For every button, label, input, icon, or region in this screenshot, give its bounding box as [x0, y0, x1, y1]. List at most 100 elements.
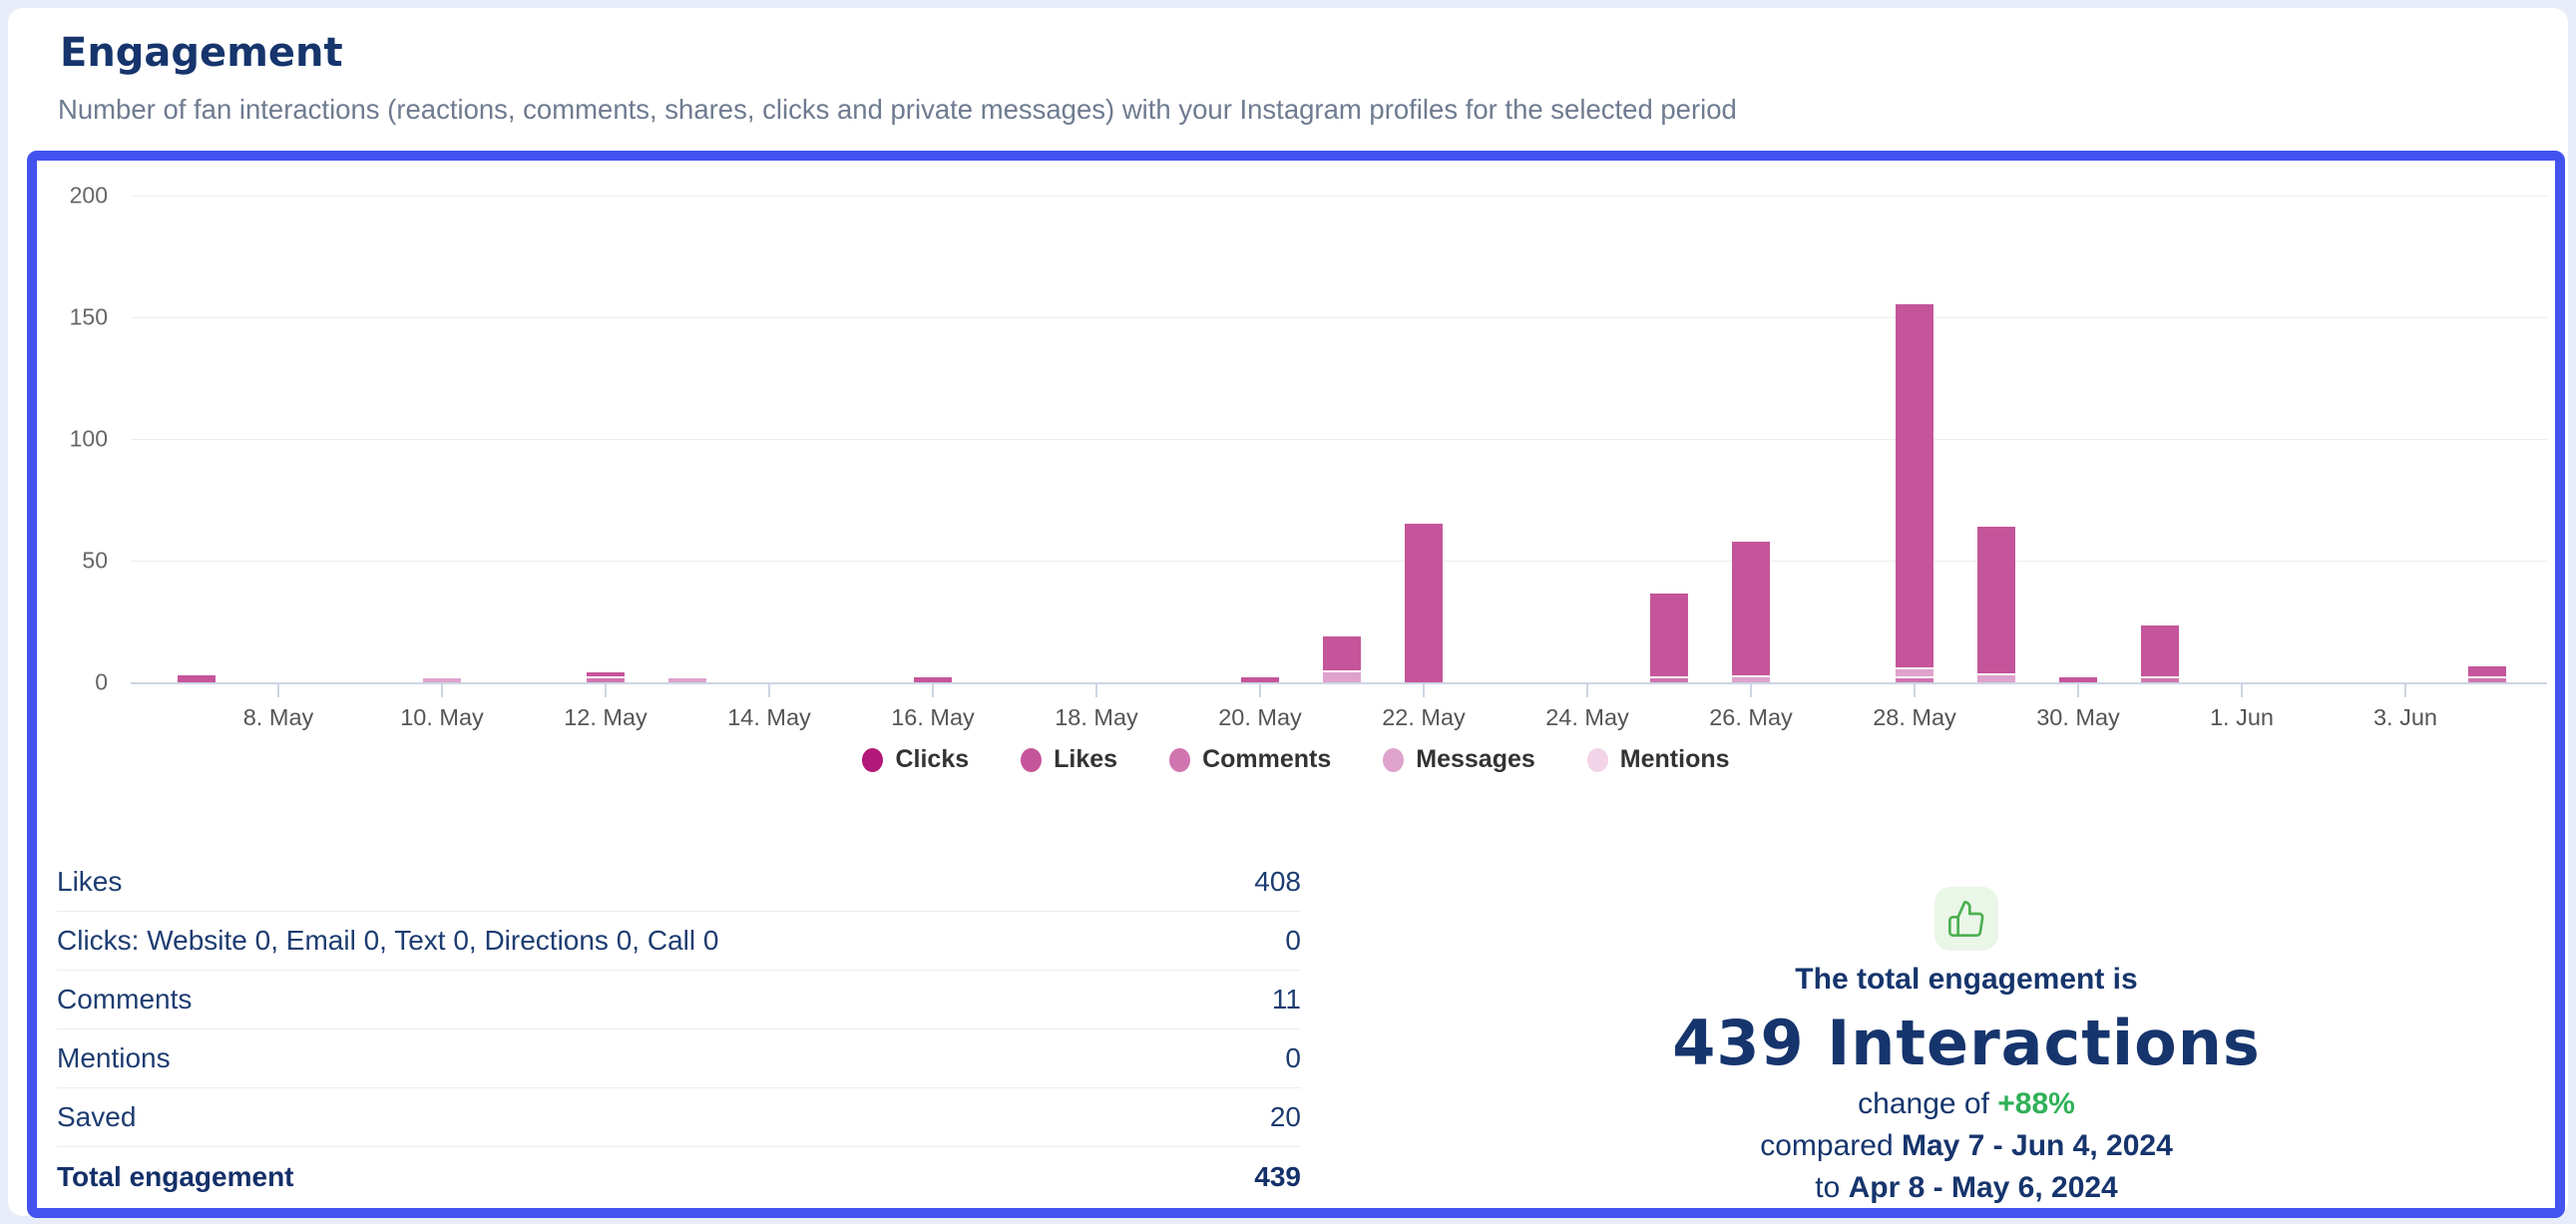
stat-value: 20 — [1269, 1101, 1301, 1132]
bar-16--May[interactable] — [914, 677, 952, 682]
stat-value: 11 — [1271, 984, 1301, 1015]
stat-label: Mentions — [57, 1042, 171, 1073]
legend-item-comments[interactable]: Comments — [1169, 745, 1331, 774]
bar-20--May[interactable] — [1241, 677, 1279, 682]
x-tick-20--May — [1259, 682, 1261, 697]
bar-segment-likes — [1241, 677, 1279, 682]
legend-label-likes: Likes — [1054, 745, 1118, 773]
bar-25--May[interactable] — [1650, 594, 1688, 682]
stat-value: 439 — [1254, 1160, 1301, 1192]
bar-30--May[interactable] — [2059, 677, 2097, 682]
stat-label: Comments — [57, 984, 193, 1015]
bar-4--Jun[interactable] — [2468, 666, 2506, 682]
bar-segment-likes — [1323, 636, 1361, 671]
x-tick-30--May — [2077, 682, 2079, 697]
x-tick-label: 30. May — [2036, 704, 2120, 730]
x-tick-label: 14. May — [727, 704, 811, 730]
bar-segment-likes — [1896, 304, 1933, 667]
bar-segment-likes — [2059, 677, 2097, 682]
table-row: Likes 408 — [57, 853, 1301, 912]
x-tick-18--May — [1095, 682, 1097, 697]
bar-10--May[interactable] — [423, 678, 461, 682]
x-tick-label: 24. May — [1545, 704, 1629, 730]
likes-legend-dot — [1021, 747, 1043, 772]
x-tick-label: 28. May — [1873, 704, 1956, 730]
current-period: May 7 - Jun 4, 2024 — [1901, 1129, 2173, 1162]
bar-segment-messages — [668, 678, 706, 682]
stat-label: Total engagement — [57, 1160, 294, 1192]
x-tick-28--May — [1914, 682, 1916, 697]
bar-21--May[interactable] — [1323, 636, 1361, 682]
bar-28--May[interactable] — [1896, 304, 1933, 682]
bar-segment-comments — [1896, 678, 1933, 682]
bar-26--May[interactable] — [1732, 541, 1770, 682]
legend-item-mentions[interactable]: Mentions — [1586, 745, 1730, 774]
legend-label-mentions: Mentions — [1619, 745, 1730, 773]
x-tick-12--May — [605, 682, 607, 697]
x-tick-label: 8. May — [242, 704, 314, 730]
y-tick-label-0: 0 — [95, 668, 108, 695]
previous-period-line: to Apr 8 - May 6, 2024 — [1647, 1171, 2286, 1205]
y-tick-label-100: 100 — [69, 425, 108, 452]
gridline-50 — [131, 561, 2547, 562]
bar-13--May[interactable] — [668, 678, 706, 682]
x-tick-1--Jun — [2241, 682, 2243, 697]
bar-segment-likes — [1977, 527, 2015, 673]
y-tick-label-150: 150 — [69, 303, 108, 330]
x-tick-label: 26. May — [1709, 704, 1793, 730]
x-tick-label: 20. May — [1218, 704, 1302, 730]
bar-segment-comments — [2468, 678, 2506, 682]
change-prefix: change of — [1858, 1087, 1998, 1120]
highlight-heading: The total engagement is — [1795, 963, 2138, 996]
bar-segment-messages — [423, 678, 461, 682]
x-tick-label: 16. May — [891, 704, 975, 730]
bar-segment-likes — [587, 672, 625, 676]
legend-label-comments: Comments — [1202, 745, 1332, 773]
x-tick-label: 10. May — [400, 704, 484, 730]
bar-segment-comments — [1650, 678, 1688, 682]
table-row-total: Total engagement 439 — [57, 1147, 1301, 1206]
page-subtitle: Number of fan interactions (reactions, c… — [58, 94, 1737, 125]
change-line: change of +88% — [1647, 1087, 2286, 1121]
compare-prefix: compared — [1760, 1129, 1902, 1162]
bar-segment-likes — [1732, 541, 1770, 676]
bar-22--May[interactable] — [1405, 524, 1443, 682]
page-title: Engagement — [60, 30, 343, 76]
engagement-widget-inner: 0 50 100 150 200 8. May 10. May 12. May 14. May 1… — [37, 161, 2555, 1208]
x-tick-label: 22. May — [1382, 704, 1466, 730]
bar-segment-likes — [2468, 666, 2506, 676]
x-tick-26--May — [1750, 682, 1752, 697]
bar-segment-messages — [1732, 677, 1770, 682]
bar-31--May[interactable] — [2141, 624, 2179, 682]
bar-29--May[interactable] — [1977, 527, 2015, 682]
compare-period-line: compared May 7 - Jun 4, 2024 — [1647, 1129, 2286, 1163]
engagement-stats-table: Likes 408 Clicks: Website 0, Email 0, Text… — [57, 853, 1301, 1206]
y-tick-label-200: 200 — [69, 182, 108, 208]
table-row: Saved 20 — [57, 1088, 1301, 1147]
messages-legend-dot — [1383, 747, 1405, 772]
table-row: Clicks: Website 0, Email 0, Text 0, Dire… — [57, 912, 1301, 971]
legend-item-likes[interactable]: Likes — [1021, 745, 1117, 774]
x-tick-label: 3. Jun — [2372, 704, 2438, 730]
stat-label: Clicks: Website 0, Email 0, Text 0, Dire… — [57, 925, 719, 956]
legend-item-messages[interactable]: Messages — [1383, 745, 1535, 774]
bar-12--May[interactable] — [587, 672, 625, 682]
stat-label: Saved — [57, 1101, 137, 1132]
bar-segment-likes — [1405, 524, 1443, 682]
x-tick-10--May — [441, 682, 443, 697]
legend-item-clicks[interactable]: Clicks — [862, 745, 969, 774]
engagement-highlight: The total engagement is 439 Interactions… — [1647, 887, 2286, 1205]
bar-segment-likes — [914, 677, 952, 682]
total-interactions-value: 439 Interactions — [1672, 1007, 2261, 1079]
bar-segment-messages — [1323, 672, 1361, 682]
table-row: Comments 11 — [57, 971, 1301, 1029]
engagement-widget: 0 50 100 150 200 8. May 10. May 12. May 14. May 1… — [27, 151, 2565, 1218]
previous-prefix: to — [1815, 1171, 1849, 1204]
x-tick-16--May — [932, 682, 934, 697]
thumbs-up-icon — [1934, 887, 1998, 951]
bar-7--May[interactable] — [178, 674, 215, 682]
stat-label: Likes — [57, 866, 123, 897]
gridline-150 — [131, 317, 2547, 318]
gridline-100 — [131, 439, 2547, 440]
table-row: Mentions 0 — [57, 1029, 1301, 1088]
